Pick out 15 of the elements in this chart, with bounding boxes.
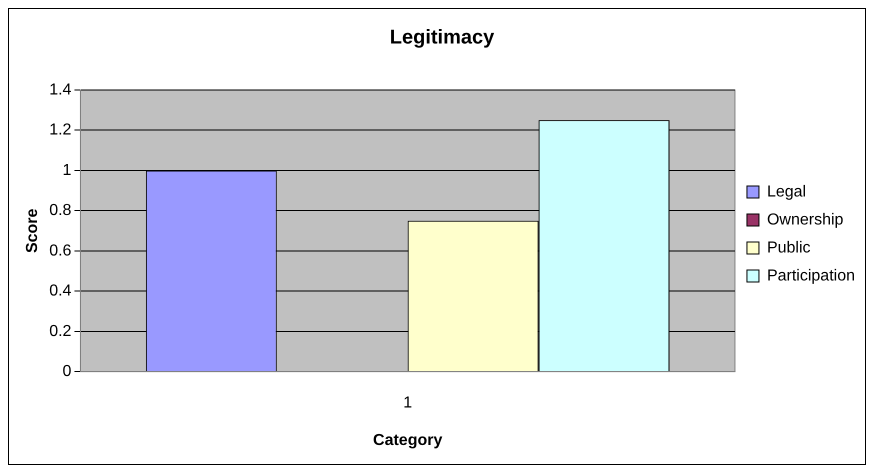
y-tick-label: 1.4 bbox=[49, 81, 72, 98]
legend-label: Participation bbox=[766, 267, 855, 284]
y-tick-label: 0.8 bbox=[49, 202, 72, 220]
chart-title: Legitimacy bbox=[390, 26, 496, 49]
y-tick-label: 0.6 bbox=[49, 242, 72, 260]
y-tick-label: 1 bbox=[62, 162, 72, 179]
y-tick-label: 0.2 bbox=[49, 322, 72, 340]
legend-label: Ownership bbox=[766, 211, 844, 228]
y-tick-label: 0.4 bbox=[49, 282, 72, 300]
y-tick-label: 0 bbox=[62, 363, 72, 380]
y-axis-title: Score bbox=[24, 208, 42, 254]
x-axis-title: Category bbox=[373, 432, 442, 449]
y-tick-label: 1.2 bbox=[49, 122, 72, 139]
legend-label: Legal bbox=[766, 183, 806, 200]
legend-label: Public bbox=[766, 239, 811, 256]
